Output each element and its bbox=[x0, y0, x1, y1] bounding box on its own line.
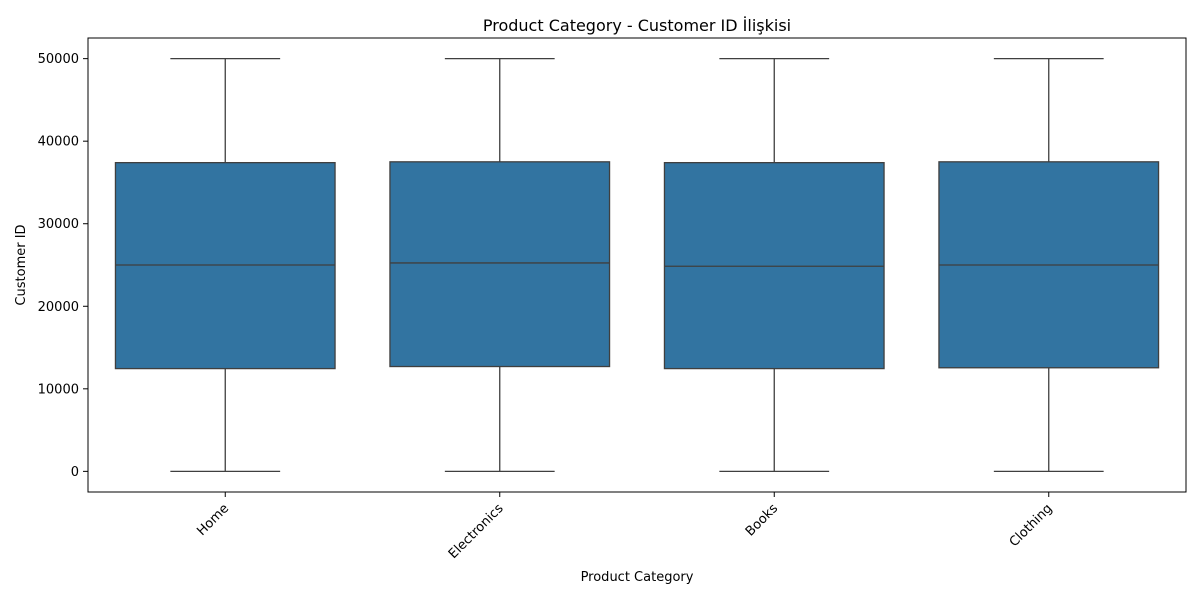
x-tick-label-electronics: Electronics bbox=[446, 501, 507, 562]
plot-area bbox=[114, 57, 1160, 473]
box-books bbox=[663, 57, 885, 473]
y-tick-label: 30000 bbox=[38, 217, 79, 232]
box-home bbox=[114, 57, 336, 473]
y-tick-label: 10000 bbox=[38, 382, 79, 397]
y-axis: 0 10000 20000 30000 40000 50000 bbox=[38, 52, 88, 480]
x-tick-label-clothing: Clothing bbox=[1007, 501, 1056, 550]
x-axis: Home Electronics Books Clothing bbox=[194, 492, 1056, 562]
y-axis-title: Customer ID bbox=[14, 224, 29, 305]
y-tick-label: 40000 bbox=[38, 135, 79, 150]
box-electronics bbox=[389, 57, 611, 473]
x-axis-title: Product Category bbox=[581, 570, 694, 585]
iqr-box bbox=[389, 161, 611, 368]
plot-frame bbox=[87, 37, 1187, 493]
x-tick-label-books: Books bbox=[743, 501, 781, 539]
chart-title: Product Category - Customer ID İlişkisi bbox=[483, 16, 791, 35]
y-tick-label: 50000 bbox=[38, 52, 79, 67]
y-tick-label: 20000 bbox=[38, 300, 79, 315]
box-clothing bbox=[938, 57, 1160, 473]
x-tick-label-home: Home bbox=[194, 501, 232, 539]
y-tick-label: 0 bbox=[71, 465, 79, 480]
